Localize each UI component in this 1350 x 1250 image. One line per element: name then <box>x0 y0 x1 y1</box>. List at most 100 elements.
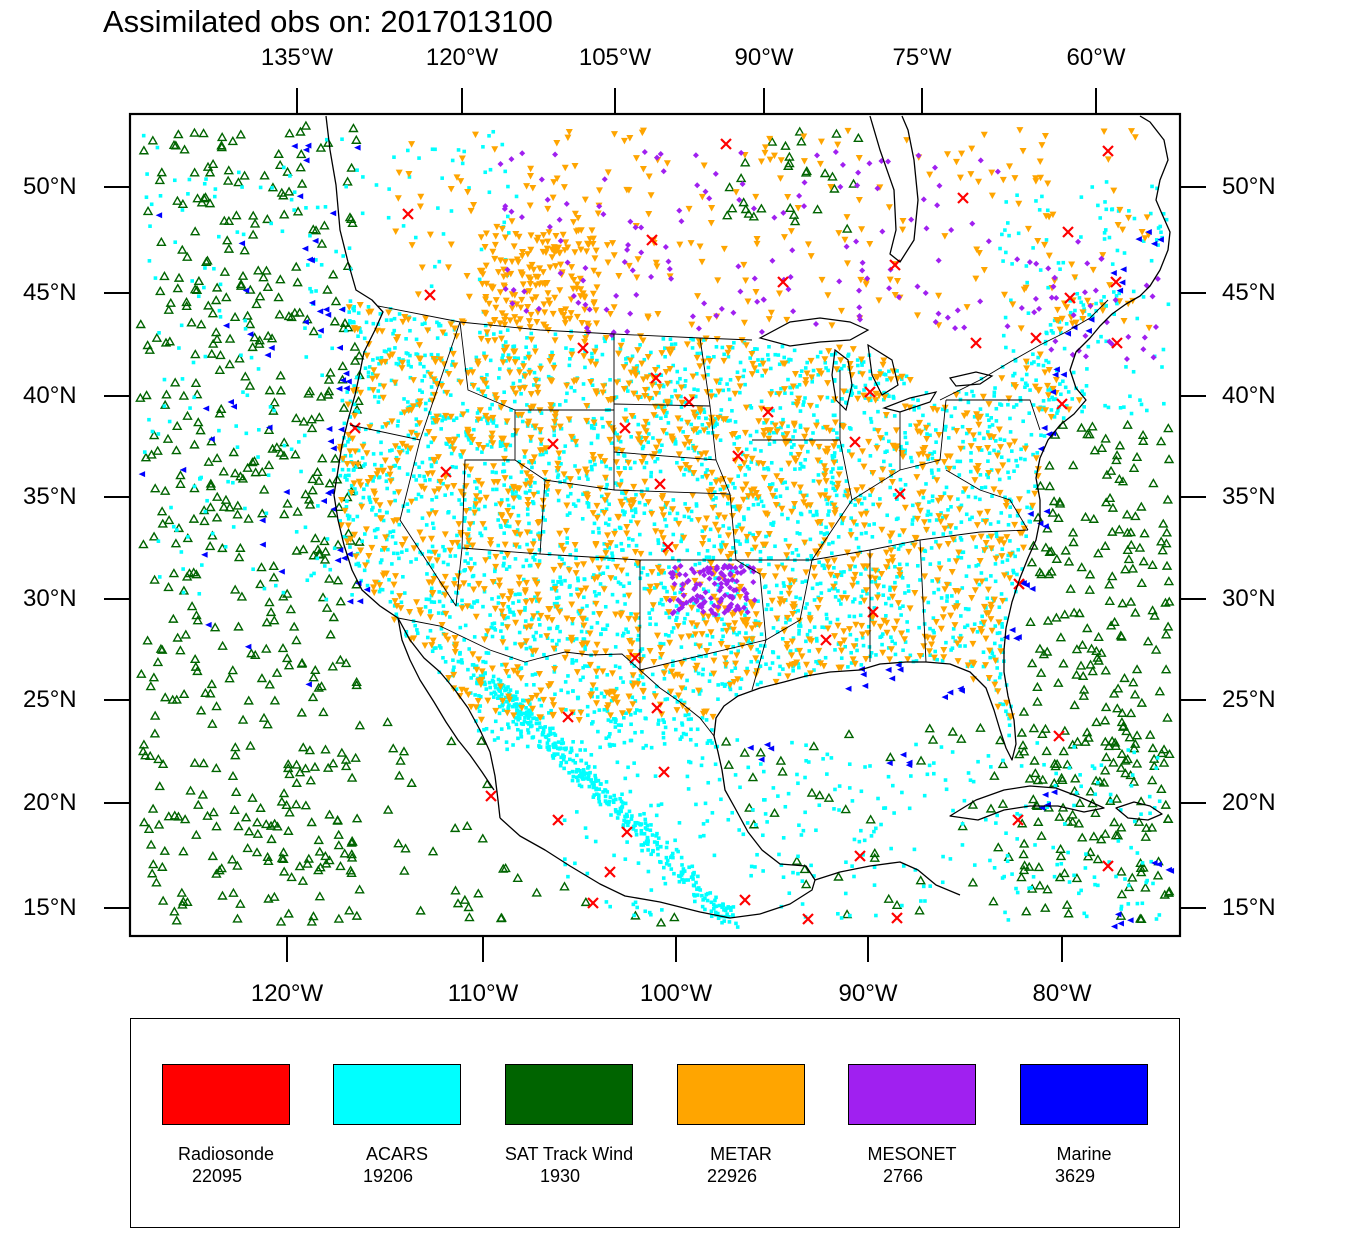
acars-marker <box>1007 476 1012 480</box>
sat-track-wind-marker <box>157 861 168 871</box>
acars-marker <box>1152 806 1157 810</box>
metar-marker <box>906 404 914 411</box>
sat-track-wind-marker <box>200 687 211 698</box>
acars-marker <box>422 374 427 378</box>
acars-marker <box>701 667 705 672</box>
acars-marker <box>969 458 973 463</box>
metar-marker <box>387 465 395 473</box>
acars-marker <box>424 432 428 437</box>
sat-track-wind-marker <box>799 864 810 874</box>
acars-marker <box>356 561 361 566</box>
metar-marker <box>862 587 870 594</box>
acars-marker <box>422 474 426 479</box>
sat-track-wind-marker <box>354 350 365 360</box>
acars-marker <box>949 505 953 509</box>
acars-marker <box>1037 208 1042 212</box>
acars-marker <box>862 496 867 501</box>
metar-marker <box>849 656 857 663</box>
acars-marker <box>862 388 866 392</box>
acars-marker <box>1109 799 1113 803</box>
sat-track-wind-marker <box>1093 548 1104 558</box>
acars-marker <box>722 908 726 912</box>
acars-marker <box>401 574 405 579</box>
acars-marker <box>635 773 640 778</box>
acars-marker <box>778 664 782 669</box>
acars-marker <box>629 712 633 717</box>
sat-track-wind-marker <box>169 377 181 387</box>
acars-marker <box>522 711 526 716</box>
acars-marker <box>646 440 651 445</box>
acars-marker <box>538 739 542 744</box>
acars-marker <box>416 492 421 497</box>
acars-marker <box>483 660 488 665</box>
acars-marker <box>623 814 627 819</box>
metar-marker <box>577 587 585 595</box>
acars-marker <box>357 427 361 431</box>
acars-marker <box>507 564 512 569</box>
acars-marker <box>808 537 813 542</box>
acars-marker <box>376 400 381 404</box>
acars-marker <box>863 765 867 769</box>
acars-marker <box>431 526 436 530</box>
acars-marker <box>404 548 409 552</box>
acars-marker <box>776 655 781 660</box>
acars-marker <box>899 444 903 449</box>
acars-marker <box>943 778 948 782</box>
sat-track-wind-marker <box>1119 672 1130 683</box>
acars-marker <box>810 586 815 591</box>
acars-marker <box>568 750 573 755</box>
metar-marker <box>459 411 467 418</box>
sat-track-wind-marker <box>1018 838 1030 848</box>
acars-marker <box>169 505 173 510</box>
acars-marker <box>532 637 537 642</box>
acars-marker <box>623 510 627 514</box>
acars-marker <box>523 606 527 610</box>
acars-marker <box>490 729 495 734</box>
metar-marker <box>874 583 882 590</box>
acars-marker <box>988 858 992 863</box>
acars-marker <box>1034 199 1038 203</box>
acars-marker <box>530 712 534 716</box>
acars-marker <box>665 589 669 594</box>
acars-marker <box>964 512 969 517</box>
acars-marker <box>830 586 835 591</box>
acars-marker <box>776 502 781 507</box>
acars-marker <box>463 623 468 628</box>
acars-marker <box>613 797 618 802</box>
acars-marker <box>711 555 716 560</box>
acars-marker <box>689 509 694 514</box>
acars-marker <box>805 360 809 365</box>
metar-marker <box>563 382 571 390</box>
metar-marker <box>416 398 424 405</box>
acars-marker <box>571 435 576 440</box>
sat-track-wind-marker <box>1053 512 1064 523</box>
sat-track-wind-marker <box>1038 649 1050 659</box>
acars-marker <box>455 602 460 607</box>
acars-marker <box>1066 390 1071 394</box>
metar-marker <box>788 508 796 516</box>
acars-marker <box>1028 388 1032 392</box>
metar-marker <box>752 611 760 618</box>
acars-marker <box>700 893 704 898</box>
metar-marker <box>846 626 854 633</box>
acars-marker <box>992 394 997 398</box>
acars-marker <box>948 857 953 861</box>
acars-marker <box>953 406 957 410</box>
sat-track-wind-marker <box>333 913 345 923</box>
acars-marker <box>500 635 505 640</box>
acars-marker <box>773 352 778 357</box>
sat-track-wind-marker <box>1158 757 1170 767</box>
acars-marker <box>703 801 708 806</box>
acars-marker <box>619 809 623 813</box>
acars-marker <box>497 711 502 716</box>
acars-marker <box>837 784 842 788</box>
sat-track-wind-marker <box>869 852 880 862</box>
sat-track-wind-marker <box>208 807 219 817</box>
acars-marker <box>839 602 843 606</box>
sat-track-wind-marker <box>317 453 328 463</box>
acars-marker <box>409 560 413 564</box>
acars-marker <box>346 468 351 472</box>
sat-track-wind-marker <box>669 912 680 922</box>
sat-track-wind-marker <box>814 790 825 800</box>
acars-marker <box>355 375 359 380</box>
